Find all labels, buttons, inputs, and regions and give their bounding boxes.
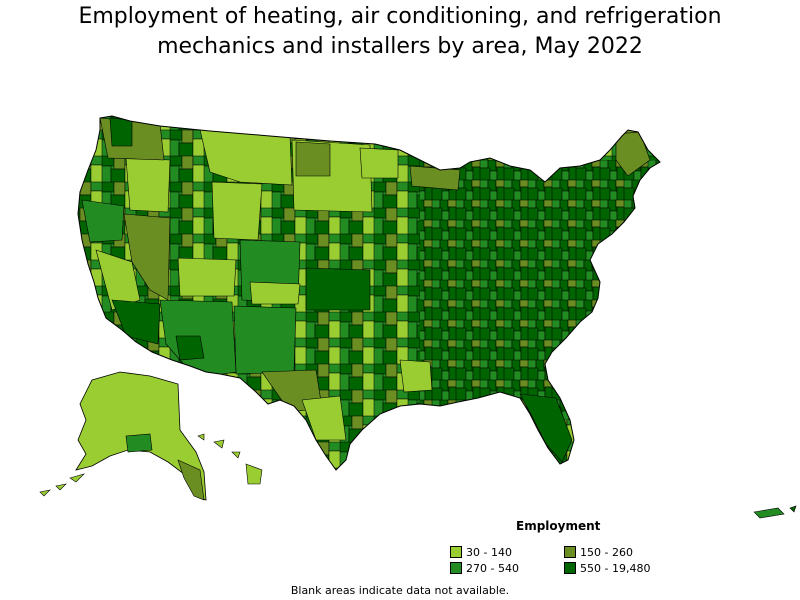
legend-item-30-140: 30 - 140 <box>450 545 512 559</box>
contiguous-us <box>78 116 660 470</box>
chart-title: Employment of heating, air conditioning,… <box>0 2 800 62</box>
region-oregon-east <box>125 157 171 213</box>
legend-swatch <box>450 546 462 558</box>
legend-label: 150 - 260 <box>580 545 633 559</box>
region-wyoming <box>211 181 263 241</box>
region-southern-california <box>111 299 161 345</box>
region-california-central <box>95 249 141 311</box>
region-south-texas <box>301 395 347 441</box>
legend-title: Employment <box>516 519 601 533</box>
region-florida <box>519 393 573 463</box>
title-line-2: mechanics and installers by area, May 20… <box>157 34 643 59</box>
region-kansas <box>305 267 371 311</box>
region-phoenix <box>175 335 205 361</box>
legend-item-150-260: 150 - 260 <box>564 545 633 559</box>
title-line-1: Employment of heating, air conditioning,… <box>78 4 722 29</box>
legend-swatch <box>564 562 576 574</box>
alaska <box>39 371 207 501</box>
region-nevada <box>123 213 171 301</box>
legend-swatch <box>450 562 462 574</box>
region-minnesota-north <box>359 147 399 179</box>
region-mississippi-band <box>399 359 433 393</box>
legend-label: 30 - 140 <box>466 545 512 559</box>
region-new-mexico <box>233 305 297 375</box>
region-north-dakota-east <box>295 141 331 177</box>
region-colorado-south <box>249 281 301 305</box>
legend-label: 550 - 19,480 <box>580 561 651 575</box>
puerto-rico <box>753 505 797 519</box>
footnote: Blank areas indicate data not available. <box>290 584 510 597</box>
legend-label: 270 - 540 <box>466 561 519 575</box>
region-seattle <box>109 117 133 147</box>
region-utah <box>177 257 237 297</box>
legend-item-550-19480: 550 - 19,480 <box>564 561 650 575</box>
hawaii <box>197 433 263 485</box>
legend-item-270-540: 270 - 540 <box>450 561 519 575</box>
region-michigan-upper <box>409 165 461 191</box>
region-maine <box>615 131 651 177</box>
legend-swatch <box>564 546 576 558</box>
region-california-north <box>81 199 125 243</box>
